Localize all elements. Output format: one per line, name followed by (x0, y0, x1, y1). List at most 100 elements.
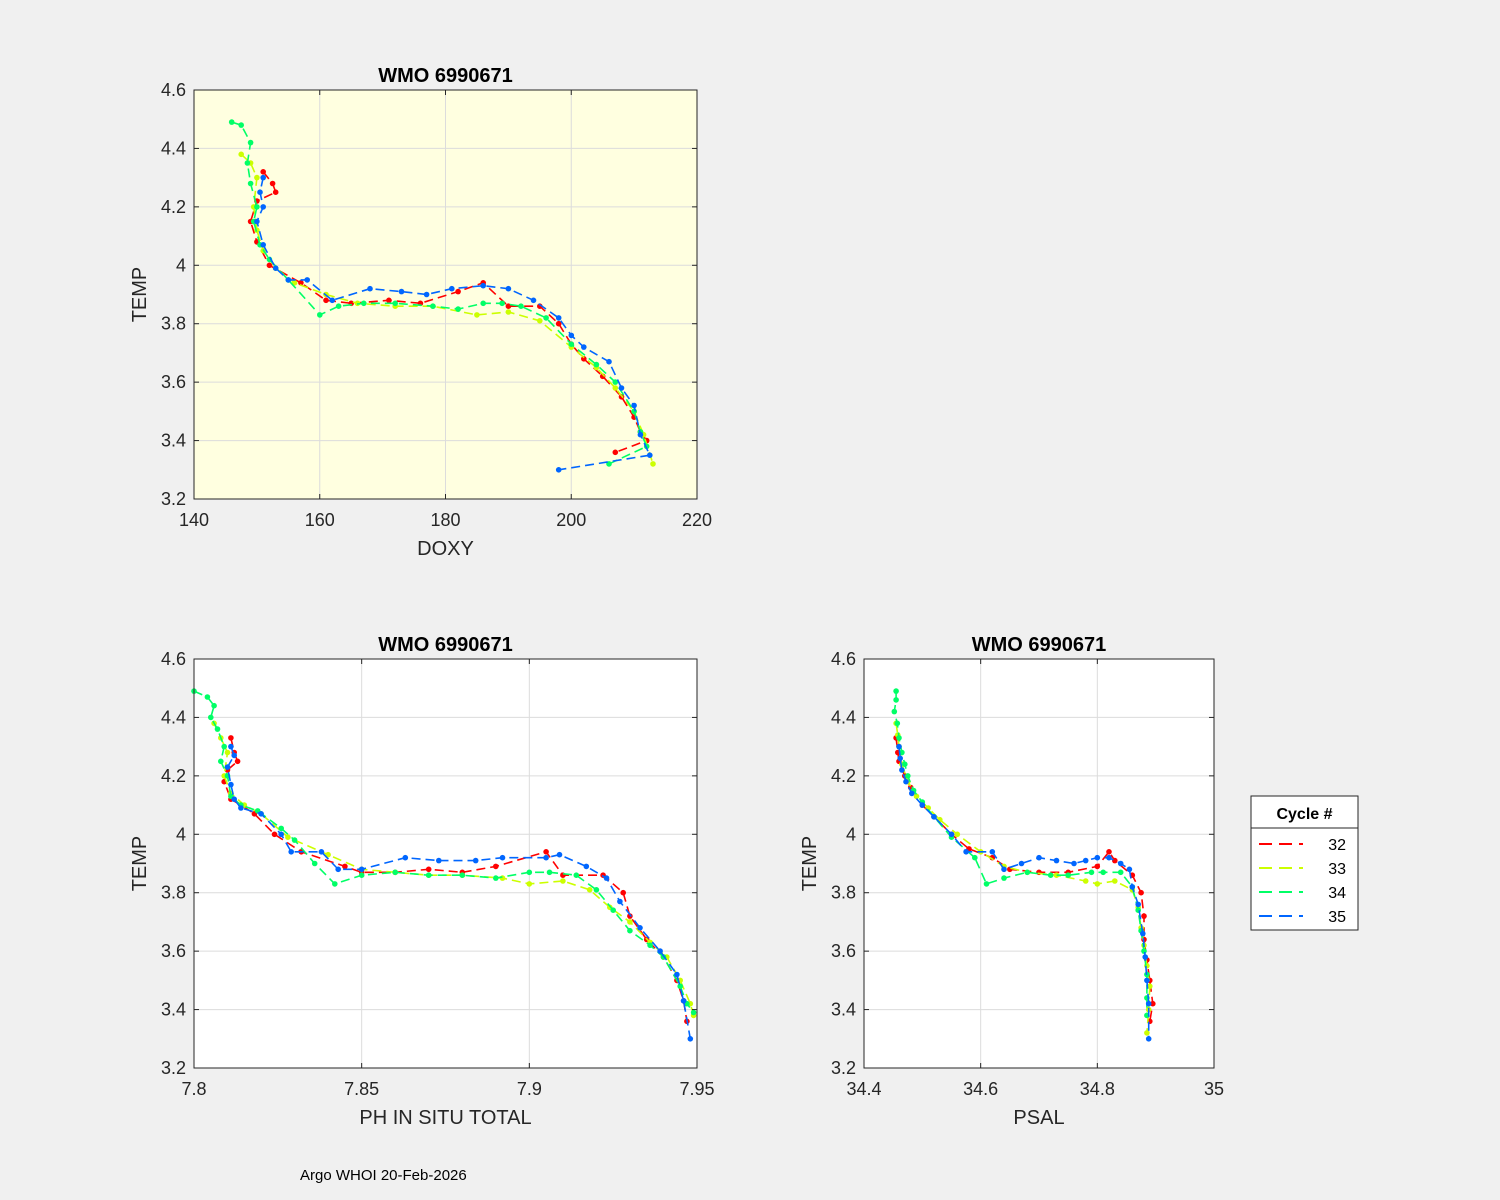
data-point-cycle-34 (893, 697, 899, 703)
plot-area (194, 659, 697, 1068)
data-point-cycle-34 (631, 408, 637, 415)
y-tick-label: 3.4 (161, 1000, 186, 1020)
data-point-cycle-34 (647, 942, 653, 949)
data-point-cycle-35 (505, 285, 512, 292)
data-point-cycle-34 (221, 743, 227, 750)
data-point-cycle-34 (335, 303, 342, 310)
data-point-cycle-35 (568, 332, 575, 339)
data-point-cycle-33 (650, 461, 656, 467)
data-point-cycle-34 (593, 887, 600, 893)
legend-label-35: 35 (1328, 909, 1346, 926)
data-point-cycle-35 (555, 467, 562, 473)
data-point-cycle-34 (208, 714, 214, 721)
data-point-cycle-35 (896, 743, 902, 750)
data-point-cycle-35 (1144, 977, 1150, 984)
x-tick-label: 180 (430, 510, 460, 530)
data-point-cycle-33 (238, 151, 244, 158)
data-point-cycle-33 (537, 318, 543, 324)
data-point-cycle-34 (214, 726, 221, 732)
data-point-cycle-33 (586, 887, 593, 893)
x-tick-label: 160 (305, 510, 335, 530)
data-point-cycle-34 (518, 303, 524, 310)
data-point-cycle-34 (1100, 869, 1106, 876)
data-point-cycle-34 (211, 702, 217, 709)
data-point-cycle-33 (254, 174, 260, 181)
x-tick-label: 34.4 (846, 1079, 881, 1099)
data-point-cycle-35 (1082, 857, 1089, 864)
data-point-cycle-35 (231, 752, 237, 759)
data-point-cycle-35 (1135, 901, 1141, 908)
data-point-cycle-33 (325, 851, 331, 858)
y-tick-label: 3.4 (831, 1000, 856, 1020)
data-point-cycle-34 (317, 312, 323, 318)
data-point-cycle-33 (560, 878, 566, 884)
data-point-cycle-34 (480, 300, 487, 307)
y-tick-label: 3.4 (161, 431, 186, 451)
data-point-cycle-34 (1088, 869, 1095, 876)
data-point-cycle-32 (425, 866, 432, 873)
data-point-cycle-34 (627, 927, 633, 934)
y-tick-label: 3.6 (831, 941, 856, 961)
data-point-cycle-34 (204, 694, 211, 700)
legend-label-34: 34 (1328, 885, 1346, 902)
data-point-cycle-35 (899, 767, 905, 773)
y-tick-label: 3.6 (161, 941, 186, 961)
data-point-cycle-34 (593, 361, 600, 368)
data-point-cycle-35 (1094, 854, 1101, 861)
data-point-cycle-32 (1150, 1000, 1156, 1007)
data-point-cycle-33 (1082, 878, 1089, 884)
data-point-cycle-33 (1053, 872, 1060, 878)
data-point-cycle-35 (1145, 1000, 1152, 1007)
data-point-cycle-35 (1140, 930, 1146, 937)
y-axis-label: TEMP (129, 267, 151, 323)
data-point-cycle-35 (581, 344, 587, 350)
legend-label-33: 33 (1328, 861, 1346, 878)
y-tick-label: 4.2 (161, 766, 186, 786)
data-point-cycle-35 (358, 866, 365, 873)
data-point-cycle-34 (1065, 872, 1071, 878)
y-tick-label: 4.6 (161, 80, 186, 100)
data-point-cycle-32 (323, 297, 329, 304)
x-tick-label: 34.8 (1080, 1079, 1115, 1099)
data-point-cycle-35 (402, 854, 409, 861)
data-point-cycle-35 (931, 814, 937, 820)
axes-box (863, 658, 1215, 1069)
data-point-cycle-34 (610, 907, 616, 913)
x-tick-label: 7.85 (344, 1079, 379, 1099)
legend: Cycle # 32 33 34 35 (1250, 795, 1359, 931)
x-axis-label: PH IN SITU TOTAL (359, 1107, 531, 1129)
data-point-cycle-35 (556, 851, 563, 858)
data-point-cycle-32 (620, 889, 626, 896)
data-point-cycle-34 (499, 300, 505, 307)
data-point-cycle-32 (581, 356, 587, 362)
data-point-cycle-32 (627, 913, 633, 919)
y-tick-label: 3.2 (831, 1058, 856, 1078)
data-point-cycle-34 (896, 735, 902, 741)
y-tick-label: 3.6 (161, 372, 186, 392)
y-tick-label: 3.8 (161, 314, 186, 334)
data-point-cycle-35 (228, 743, 234, 750)
data-point-cycle-34 (247, 180, 254, 187)
data-point-cycle-35 (318, 849, 325, 855)
data-point-cycle-32 (228, 735, 234, 741)
data-point-cycle-33 (954, 831, 961, 838)
data-point-cycle-32 (455, 288, 461, 295)
y-tick-label: 4 (846, 824, 856, 844)
data-point-cycle-33 (913, 793, 920, 800)
data-point-cycle-35 (687, 1036, 694, 1042)
data-point-cycle-34 (218, 758, 224, 765)
data-point-cycle-32 (342, 863, 348, 870)
data-point-cycle-35 (606, 358, 612, 365)
x-tick-label: 35 (1204, 1079, 1224, 1099)
data-point-cycle-32 (1138, 889, 1144, 896)
y-tick-label: 4.4 (161, 138, 186, 158)
data-point-cycle-35 (304, 277, 311, 283)
data-point-cycle-35 (909, 790, 915, 797)
data-point-cycle-34 (612, 379, 619, 385)
data-point-cycle-35 (335, 866, 342, 873)
data-point-cycle-35 (631, 402, 637, 409)
data-point-cycle-32 (260, 169, 267, 175)
data-point-cycle-35 (903, 778, 909, 785)
data-point-cycle-34 (568, 341, 575, 348)
data-point-cycle-33 (499, 875, 506, 881)
